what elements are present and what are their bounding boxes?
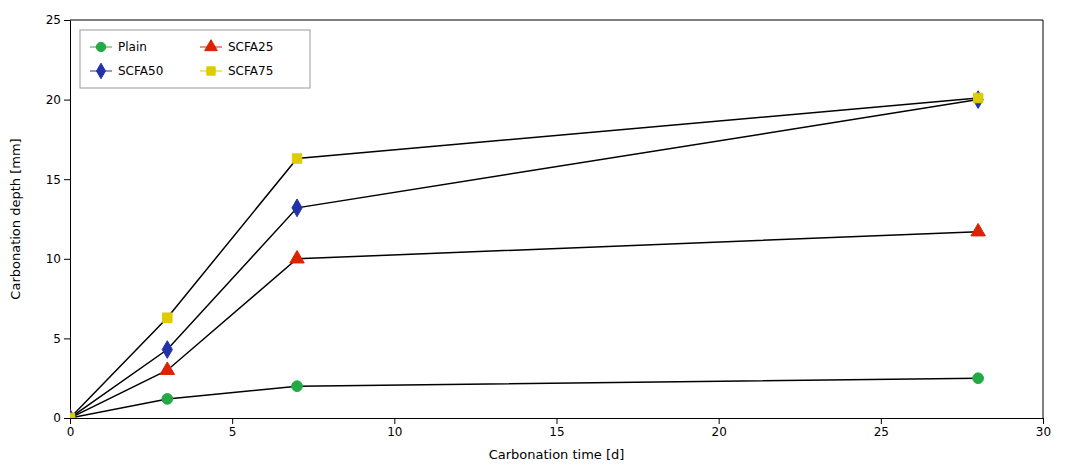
legend-box bbox=[80, 30, 310, 88]
tick-mark bbox=[64, 20, 70, 21]
legend-swatch bbox=[207, 67, 215, 75]
tick-label: 5 bbox=[53, 332, 61, 346]
tick-label: 10 bbox=[387, 425, 402, 439]
tick-label: 25 bbox=[874, 425, 889, 439]
tick-label: 5 bbox=[229, 425, 237, 439]
point bbox=[290, 250, 304, 262]
tick: 15 bbox=[46, 173, 70, 187]
tick: 30 bbox=[1036, 418, 1051, 439]
tick-mark bbox=[881, 418, 882, 424]
tick-label: 0 bbox=[67, 425, 75, 439]
tick: 0 bbox=[67, 418, 75, 439]
legend: Plain SCFA25 SCFA50 SCFA75 bbox=[80, 30, 310, 88]
y-axis-title: Carbonation depth [mm] bbox=[8, 138, 23, 299]
tick-mark bbox=[64, 259, 70, 260]
tick-mark bbox=[557, 418, 558, 424]
marks bbox=[70, 91, 985, 418]
legend-swatch bbox=[97, 63, 106, 79]
tick-label: 15 bbox=[549, 425, 564, 439]
series-line bbox=[70, 378, 978, 418]
tick: 5 bbox=[53, 332, 70, 346]
tick-label: 15 bbox=[46, 173, 61, 187]
tick: 25 bbox=[46, 13, 70, 27]
series-line bbox=[70, 100, 978, 418]
frame bbox=[70, 20, 1043, 21]
tick-label: 0 bbox=[53, 411, 61, 425]
series-line bbox=[70, 232, 978, 418]
tick-mark bbox=[64, 418, 70, 419]
point bbox=[162, 341, 172, 359]
tick-label: 20 bbox=[712, 425, 727, 439]
point bbox=[70, 413, 75, 418]
point bbox=[292, 199, 302, 217]
legend-swatch bbox=[205, 40, 218, 51]
tick: 10 bbox=[387, 418, 402, 439]
axis-line bbox=[64, 21, 71, 419]
tick-label: 30 bbox=[1036, 425, 1051, 439]
point bbox=[973, 91, 983, 109]
point bbox=[70, 413, 75, 418]
point bbox=[162, 394, 173, 405]
x-axis: 0 5 10 15 20 25 30 bbox=[67, 418, 1051, 439]
tick-mark bbox=[64, 100, 70, 101]
point bbox=[70, 409, 75, 418]
tick-mark bbox=[719, 418, 720, 424]
legend-label: SCFA25 bbox=[228, 40, 273, 54]
point bbox=[160, 362, 174, 374]
series-line bbox=[70, 98, 978, 418]
legend-item: SCFA50 bbox=[90, 63, 163, 79]
tick-mark bbox=[64, 338, 70, 339]
legend-item: Plain bbox=[90, 40, 147, 54]
legend-label: SCFA50 bbox=[118, 64, 163, 78]
legend-label: Plain bbox=[118, 40, 147, 54]
tick: 20 bbox=[46, 93, 70, 107]
legend-item: SCFA25 bbox=[200, 40, 273, 55]
axis-line bbox=[71, 419, 1044, 425]
point bbox=[292, 154, 301, 163]
y-axis: 0 5 10 15 20 25 bbox=[46, 13, 71, 425]
tick-mark bbox=[394, 418, 395, 424]
x-axis-title: Carbonation time [d] bbox=[489, 447, 625, 462]
point bbox=[971, 223, 985, 235]
legend-label: SCFA75 bbox=[228, 64, 273, 78]
point bbox=[292, 381, 303, 392]
legend-swatch bbox=[96, 42, 105, 51]
plot: 0 5 10 15 20 25 30 0 5 10 15 20 25 Plain SCFA25 SCFA50 S… bbox=[46, 13, 1051, 438]
tick-mark bbox=[232, 418, 233, 424]
frame bbox=[1043, 20, 1044, 418]
tick: 25 bbox=[874, 418, 889, 439]
point bbox=[163, 313, 172, 322]
tick: 5 bbox=[229, 418, 237, 439]
point bbox=[973, 373, 984, 384]
tick-mark bbox=[1043, 418, 1044, 424]
chart: 0 5 10 15 20 25 30 0 5 10 15 20 25 Plain SCFA25 SCFA50 S… bbox=[0, 0, 1067, 473]
tick: 0 bbox=[53, 411, 70, 425]
tick: 10 bbox=[46, 252, 70, 266]
legend-item: SCFA75 bbox=[200, 64, 273, 78]
point bbox=[973, 93, 982, 102]
tick-label: 10 bbox=[46, 252, 61, 266]
tick-label: 20 bbox=[46, 93, 61, 107]
tick: 20 bbox=[712, 418, 727, 439]
tick-mark bbox=[64, 179, 70, 180]
tick: 15 bbox=[549, 418, 564, 439]
tick-label: 25 bbox=[46, 13, 61, 27]
